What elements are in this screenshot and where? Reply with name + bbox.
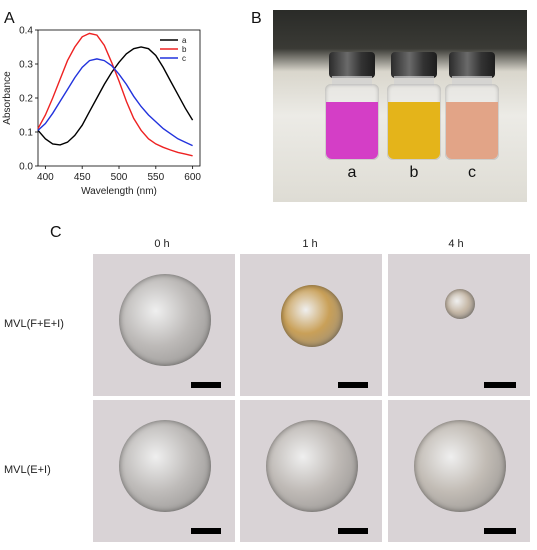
chart-axes: 400 450 500 550 600 0.0 0.1 0.2 0.3 0.4 Wavelength… — [2, 26, 201, 198]
absorbance-chart: 400 450 500 550 600 0.0 0.1 0.2 0.3 0.4 Wavelength… — [2, 26, 201, 198]
legend-label-b: b — [182, 45, 187, 54]
chart-lines — [37, 32, 194, 157]
y-tick-label: 0.2 — [19, 94, 33, 105]
legend-label-a: a — [182, 36, 187, 45]
scale-bar — [484, 528, 516, 534]
micrograph-cell — [93, 400, 235, 542]
x-axis-label: Wavelength (nm) — [81, 186, 157, 197]
micrograph-cell — [388, 254, 530, 396]
panel-label-b: B — [251, 10, 262, 27]
column-label-1h: 1 h — [302, 238, 318, 250]
vesicle-particle — [266, 420, 358, 512]
y-tick-label: 0.1 — [19, 128, 33, 139]
vial-a-label: a — [347, 164, 357, 181]
chart-legend: abc — [160, 36, 187, 63]
vesicle-particle — [119, 420, 211, 512]
vial-a — [323, 52, 381, 160]
vial-b-liquid — [388, 102, 440, 159]
y-tick-label: 0.4 — [19, 26, 33, 37]
vial-c — [443, 52, 501, 160]
scale-bar — [338, 382, 368, 388]
scale-bar — [191, 382, 221, 388]
vial-a-liquid — [326, 102, 378, 159]
series-line-c — [37, 58, 193, 147]
vesicle-particle — [445, 289, 475, 319]
scale-bar — [338, 528, 368, 534]
panel-label-c: C — [50, 224, 62, 241]
x-tick-label: 550 — [147, 172, 164, 183]
series-line-a — [37, 46, 194, 146]
vesicle-particle — [281, 285, 343, 347]
scale-bar — [191, 528, 221, 534]
legend-label-c: c — [182, 54, 186, 63]
vial-b-label: b — [409, 164, 419, 181]
x-tick-label: 400 — [37, 172, 54, 183]
x-tick-label: 600 — [184, 172, 201, 183]
row-label-mvl-ei: MVL(E+I) — [4, 464, 51, 476]
vial-c-liquid — [446, 102, 498, 159]
row-label-mvl-fei: MVL(F+E+I) — [4, 318, 64, 330]
scale-bar — [484, 382, 516, 388]
vial-b — [385, 52, 443, 160]
vial-c-label: c — [468, 164, 476, 181]
column-label-4h: 4 h — [448, 238, 464, 250]
vials-photo: a b c — [273, 10, 527, 202]
micrograph-cell — [93, 254, 235, 396]
vesicle-particle — [414, 420, 506, 512]
column-label-0h: 0 h — [154, 238, 170, 250]
micrograph-cell — [240, 254, 382, 396]
x-tick-label: 500 — [111, 172, 128, 183]
series-line-b — [37, 32, 193, 157]
micrograph-cell — [240, 400, 382, 542]
vesicle-particle — [119, 274, 211, 366]
panel-label-a: A — [4, 10, 15, 27]
y-tick-label: 0.0 — [19, 162, 33, 173]
micrograph-cell — [388, 400, 530, 542]
y-tick-label: 0.3 — [19, 60, 33, 71]
x-tick-label: 450 — [74, 172, 91, 183]
y-axis-label: Absorbance — [2, 71, 13, 125]
